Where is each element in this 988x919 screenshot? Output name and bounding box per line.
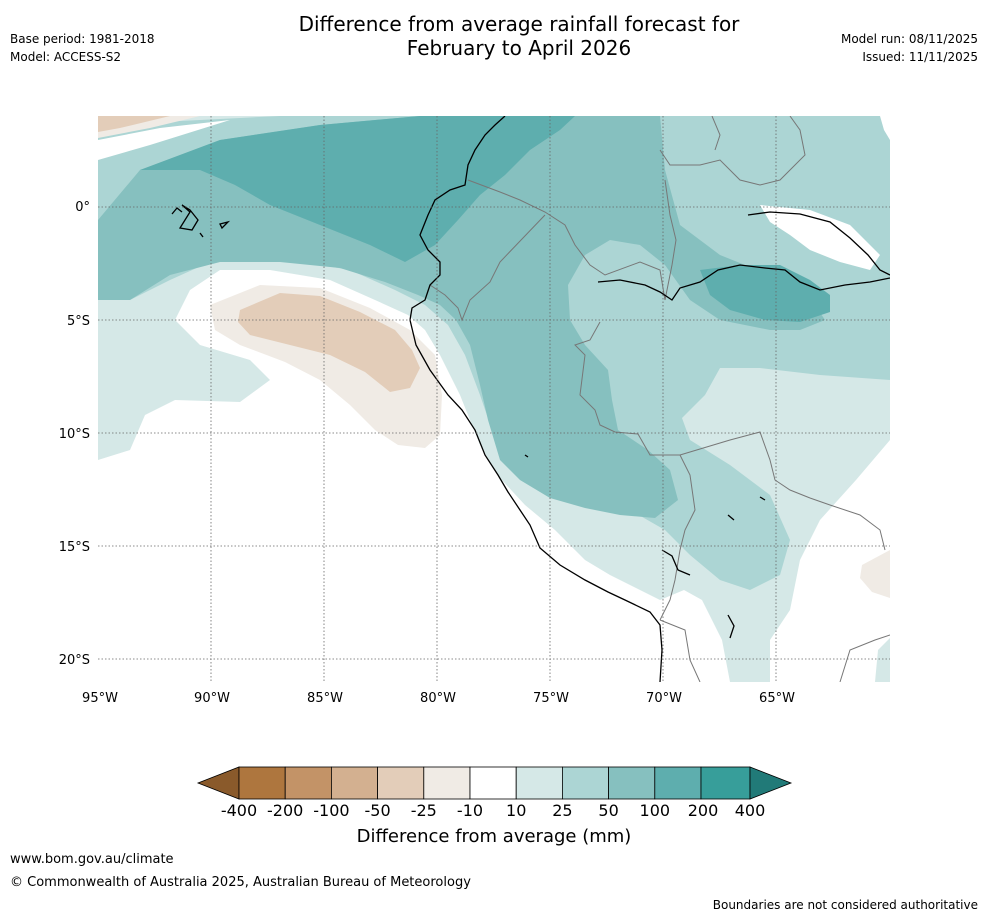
footer-url: www.bom.gov.au/climate: [10, 852, 174, 867]
swatch: [608, 766, 656, 800]
colorbar-tick: -25: [411, 801, 437, 820]
swatch: [562, 766, 610, 800]
swatch: [654, 766, 702, 800]
contour-pos100: [140, 116, 575, 262]
lon-label: 95°W: [82, 691, 118, 706]
colorbar-title: Difference from average (mm): [356, 826, 632, 847]
swatch: [700, 766, 751, 800]
lat-labels: 0° 5°S 10°S 15°S 20°S: [59, 200, 90, 668]
contour-pos10-east: [875, 638, 890, 682]
lon-label: 65°W: [759, 691, 795, 706]
swatch: [515, 766, 563, 800]
swatch: [238, 766, 286, 800]
lon-label: 80°W: [420, 691, 456, 706]
colorbar-tick: 25: [552, 801, 572, 820]
title-line-1: Difference from average rainfall forecas…: [298, 12, 740, 36]
swatch: [284, 766, 332, 800]
coastline: [171, 116, 890, 682]
meta-right: Model run: 08/11/2025 Issued: 11/11/2025: [841, 30, 978, 66]
contour-nw-neg25: [98, 116, 170, 132]
swatch-below-min: [196, 766, 240, 800]
footer-copyright: © Commonwealth of Australia 2025, Austra…: [10, 875, 471, 890]
swatch: [377, 766, 425, 800]
colorbar-tick: -100: [313, 801, 349, 820]
colorbar-tick: 100: [640, 801, 671, 820]
colorbar-tick: 200: [688, 801, 719, 820]
footer-note: Boundaries are not considered authoritat…: [712, 898, 978, 912]
colorbar-tick: -400: [221, 801, 257, 820]
swatch: [423, 766, 471, 800]
model-name: Model: ACCESS-S2: [10, 50, 122, 64]
colorbar-tick: 400: [735, 801, 766, 820]
lat-label: 10°S: [59, 427, 90, 442]
chart-title: Difference from average rainfall forecas…: [194, 12, 844, 60]
lat-label: 15°S: [59, 540, 90, 555]
colorbar-tick: -50: [365, 801, 391, 820]
lon-labels: 95°W 90°W 85°W 80°W 75°W 70°W 65°W: [82, 691, 795, 706]
contour-se-neg10: [860, 550, 890, 598]
lat-label: 5°S: [67, 314, 90, 329]
issued-date: Issued: 11/11/2025: [862, 50, 978, 64]
graticule: [98, 116, 890, 682]
swatch-above-max: [749, 766, 793, 800]
swatch: [330, 766, 378, 800]
lat-label: 20°S: [59, 653, 90, 668]
colorbar-tick: 10: [506, 801, 526, 820]
colorbar-swatches: [196, 766, 793, 800]
swatch: [469, 766, 517, 800]
lon-label: 90°W: [194, 691, 230, 706]
meta-left: Base period: 1981-2018 Model: ACCESS-S2: [10, 30, 155, 66]
colorbar-ticks: -400 -200 -100 -50 -25 -10 10 25 50 100 …: [221, 801, 765, 820]
rainfall-map: 0° 5°S 10°S 15°S 20°S 95°W 90°W 85°W 80°…: [59, 116, 890, 706]
colorbar-tick: 50: [598, 801, 618, 820]
base-period: Base period: 1981-2018: [10, 32, 155, 46]
country-borders: [429, 116, 890, 682]
model-run-date: Model run: 08/11/2025: [840, 32, 978, 46]
map-contours: [98, 116, 890, 682]
lon-label: 75°W: [533, 691, 569, 706]
contour-ne-white: [880, 116, 890, 140]
contour-neg25: [238, 293, 420, 392]
lon-label: 70°W: [646, 691, 682, 706]
colorbar-tick: -10: [457, 801, 483, 820]
colorbar-tick: -200: [267, 801, 303, 820]
lon-label: 85°W: [307, 691, 343, 706]
contour-nw-white: [98, 120, 230, 160]
lat-label: 0°: [75, 200, 90, 215]
contour-amazon-white: [760, 205, 880, 270]
title-line-2: February to April 2026: [406, 36, 632, 60]
